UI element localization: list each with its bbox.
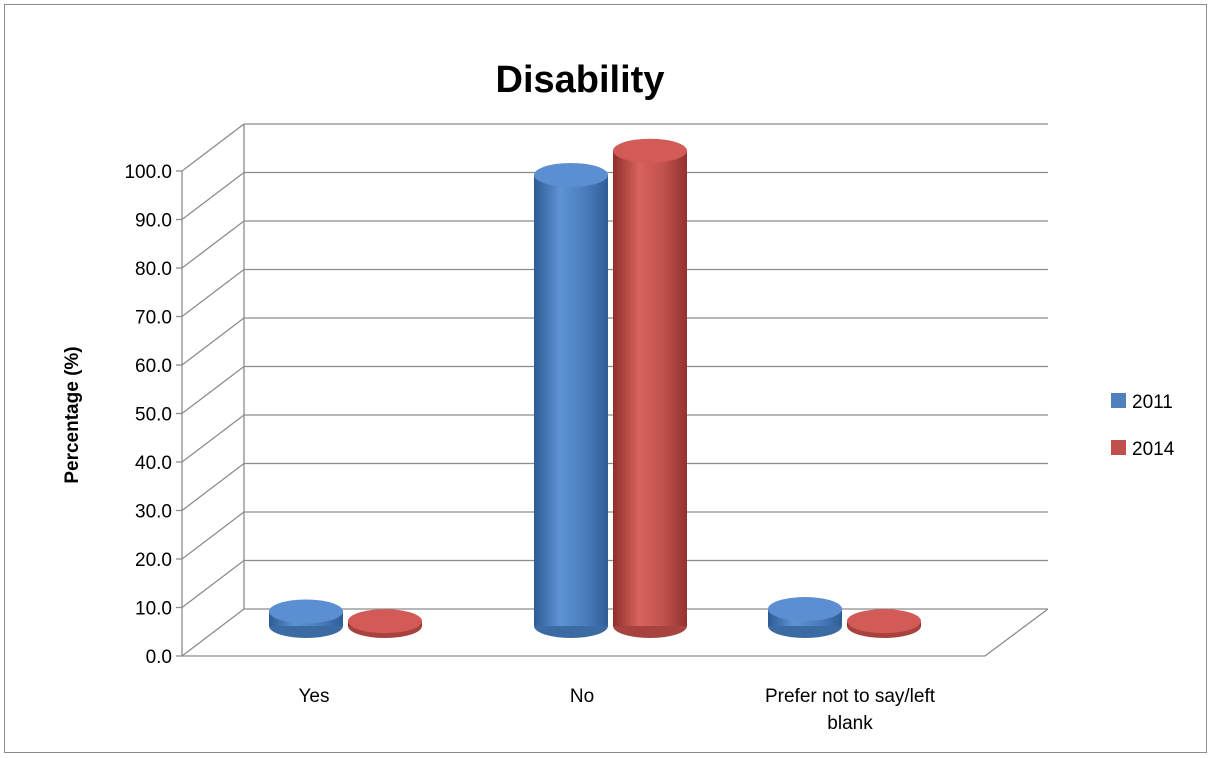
legend-swatch-2011: [1111, 393, 1126, 408]
gridline-side: [181, 608, 245, 657]
bar-2014-no: [613, 138, 687, 638]
bar-2011-yes: [269, 599, 343, 638]
y-tick-label: 40.0: [135, 453, 172, 474]
bar-2014-yes: [348, 609, 422, 638]
y-tick-label: 50.0: [135, 405, 172, 426]
legend-swatch-2014: [1111, 440, 1126, 455]
x-category-label: Prefer not to say/left blank: [765, 686, 936, 734]
y-tick-label: 10.0: [135, 599, 172, 620]
bar-2011-no: [534, 162, 608, 638]
chart-title: Disability: [496, 59, 665, 101]
gridline-side: [181, 365, 245, 415]
gridline-side: [181, 171, 245, 221]
y-tick-label: 90.0: [135, 211, 172, 232]
legend-label-2011: 2011: [1132, 392, 1173, 413]
gridline-side: [181, 123, 245, 172]
gridline-side: [181, 462, 245, 512]
gridlines: [176, 123, 1049, 657]
y-tick-label: 0.0: [146, 647, 172, 668]
gridline-side: [181, 414, 245, 463]
y-tick-label: 100.0: [124, 162, 172, 183]
y-tick-label: 20.0: [135, 550, 172, 571]
x-category-label: Yes: [299, 686, 330, 707]
bar-2011-prefer: [768, 597, 842, 638]
y-tick-label: 70.0: [135, 308, 172, 329]
y-tick-label: 60.0: [135, 356, 172, 377]
gridline-side: [181, 220, 245, 269]
gridline-side: [181, 317, 245, 366]
y-axis-label: Percentage (%): [62, 346, 83, 483]
gridline-side: [181, 511, 245, 560]
y-tick-label: 80.0: [135, 259, 172, 280]
x-axis-categories: Yes No Prefer not to say/left blank: [299, 686, 936, 734]
legend-label-2014: 2014: [1132, 439, 1175, 460]
x-category-label: No: [570, 686, 594, 707]
floor-right-edge: [984, 608, 1049, 657]
gridline-side: [181, 268, 245, 318]
y-tick-label: 30.0: [135, 502, 172, 523]
y-axis-ticks: 0.0 10.0 20.0 30.0 40.0 50.0 60.0 70.0 80.0 90.0 1…: [124, 162, 172, 668]
legend: 2011 2014: [1111, 392, 1175, 460]
gridline-side: [181, 559, 245, 609]
bars: [269, 138, 921, 638]
bar-2014-prefer: [847, 609, 921, 638]
